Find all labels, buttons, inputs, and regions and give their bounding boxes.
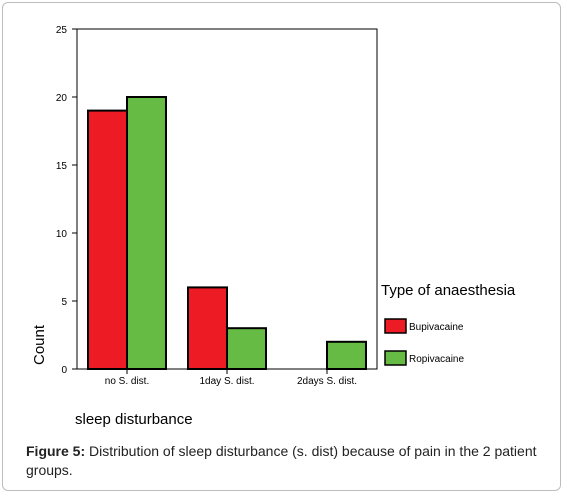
x-tick-label: no S. dist. [105,376,149,387]
x-axis-title: sleep disturbance [75,411,193,428]
x-tick-label: 2days S. dist. [297,376,357,387]
caption-text: Distribution of sleep disturbance (s. di… [26,443,537,478]
x-tick-label: 1day S. dist. [199,376,254,387]
y-tick-label: 15 [56,161,68,172]
figure-caption: Figure 5: Distribution of sleep disturba… [26,442,548,480]
bar-bupivacaine [87,109,128,370]
y-tick-label: 25 [56,25,68,36]
figure-frame [2,2,561,491]
caption-label: Figure 5: [26,443,86,459]
y-tick-label: 5 [61,297,67,308]
bar-ropivacaine [126,96,167,370]
y-tick-label: 20 [56,93,68,104]
y-tick-label: 10 [56,229,68,240]
bar-chart: 0 5 10 15 20 25 no S. dist. 1day S. dist. 2days… [31,25,516,428]
y-axis-ticks: 0 5 10 15 20 25 [56,25,77,376]
legend-label: Bupivacaine [409,322,464,333]
y-tick-label: 0 [61,365,67,376]
legend-label: Ropivacaine [409,354,464,365]
bar-ropivacaine [326,340,367,370]
bars [87,96,367,371]
y-axis-title: Count [31,324,48,365]
legend-swatch [384,350,407,366]
legend-swatch [384,318,407,334]
bar-bupivacaine [187,286,228,370]
bar-ropivacaine [226,327,267,371]
legend: Bupivacaine Ropivacaine [384,318,464,366]
legend-title: Type of anaesthesia [381,282,516,299]
x-axis-ticks: no S. dist. 1day S. dist. 2days S. dist. [105,369,357,387]
